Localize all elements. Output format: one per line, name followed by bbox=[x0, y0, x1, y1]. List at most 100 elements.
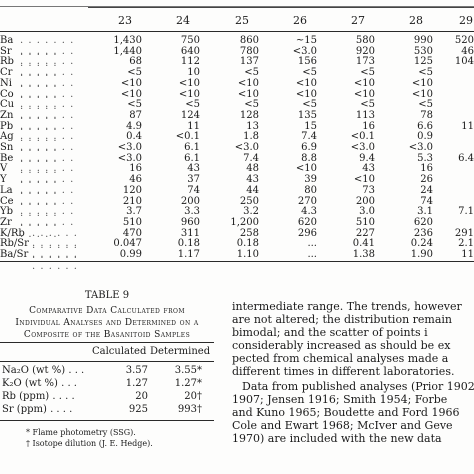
table9-determined-value: 1.27* bbox=[174, 378, 202, 389]
body-text-line: Data from published analyses (Prior 1902 bbox=[242, 380, 474, 393]
table-row: Sr . . . . . . . . . . . . 1,440 640 780 <3.0… bbox=[0, 45, 474, 69]
table-cell: 11 bbox=[461, 249, 474, 260]
table-cell: 3.0 bbox=[359, 206, 375, 218]
table-row: Pb . . . . . . . . . . . . 4.9 11 13 15 16 6.6 1… bbox=[0, 120, 474, 144]
table-row: Cu . . . . . . . . . . . . <5 <5 <5 <5 <5 <5 bbox=[0, 99, 474, 122]
table-cell: <3.0 bbox=[408, 142, 433, 153]
table-cell: 9.4 bbox=[359, 152, 375, 164]
table-cell: 11 bbox=[461, 120, 474, 132]
body-text-line: and Kuno 1965; Boudette and Ford 1966 bbox=[232, 406, 460, 419]
table-cell: <10 bbox=[178, 77, 200, 89]
leader-dots: . . . . . . . . . . . . bbox=[20, 99, 75, 123]
element-label: Y bbox=[0, 174, 7, 186]
table-cell: 0.047 bbox=[113, 238, 142, 250]
table9-caption-line-1: Comparative Data Calculated from bbox=[29, 306, 185, 316]
table-cell: 5.3 bbox=[417, 152, 433, 164]
table-cell: 200 bbox=[355, 195, 375, 207]
table9-column-determined: Determined bbox=[150, 346, 211, 357]
leader-dots: . . . . . . . . . . . . bbox=[20, 195, 75, 219]
table-cell: <10 bbox=[295, 77, 317, 89]
table-cell: 270 bbox=[297, 195, 317, 207]
table-rule-top bbox=[0, 6, 474, 7]
table-cell: 39 bbox=[304, 174, 317, 186]
table-row: Cr . . . . . . . . . . . . <5 10 <5 <5 <5 <5 bbox=[0, 67, 474, 90]
table-cell: 1.8 bbox=[243, 131, 259, 143]
table-cell: 1.38 bbox=[352, 249, 375, 260]
table-cell: 0.9 bbox=[417, 131, 433, 143]
leader-dots: . . . . . . . . . . . . bbox=[20, 88, 75, 112]
table-cell: 7.4 bbox=[301, 131, 317, 143]
table-row: La . . . . . . . . . . . . 120 74 44 80 73 24 bbox=[0, 184, 474, 208]
element-label: Yb bbox=[0, 206, 14, 218]
trace-element-table: 23 24 25 26 27 28 29 Ba . . . . . . . . .… bbox=[0, 6, 474, 272]
table-cell: 920 bbox=[355, 45, 375, 57]
body-text-line: considerably increased as should be ex bbox=[232, 339, 451, 352]
table-cell: 860 bbox=[239, 35, 259, 46]
table-cell: <5 bbox=[418, 99, 433, 111]
table-cell: <10 bbox=[353, 88, 375, 100]
body-text-line: Cole and Ewart 1968; McIver and Geve bbox=[232, 419, 453, 432]
body-text-line: 1907; Jensen 1916; Smith 1954; Forbe bbox=[232, 393, 448, 406]
table9-determined-value: 20† bbox=[184, 391, 202, 402]
table-cell: 3.2 bbox=[243, 206, 259, 218]
column-header-27: 27 bbox=[351, 14, 365, 27]
leader-dots: . . . . . . . . . . . . bbox=[20, 67, 75, 91]
table-row: Sn . . . . . . . . . . . . <3.0 6.1 <3.0 6.9 <… bbox=[0, 142, 474, 165]
table-cell: 620 bbox=[297, 216, 317, 228]
table-row: Ba/Sr. . . . . . . . . . . . 0.99 1.17 1.10… bbox=[0, 249, 474, 272]
table-row: Rb . . . . . . . . . . . . 68 112 137 156 173 1… bbox=[0, 56, 474, 79]
table-cell: 510 bbox=[122, 216, 142, 228]
body-text-line: are not altered; the distribution remain bbox=[232, 313, 453, 326]
table-cell: 990 bbox=[413, 35, 433, 46]
body-text-line: bimodal; and the scatter of points i bbox=[232, 326, 428, 339]
table-cell: 960 bbox=[180, 216, 200, 228]
column-header-23: 23 bbox=[118, 14, 132, 27]
leader-dots: . . . . . . . . . . . . bbox=[20, 142, 75, 165]
table-row: Zn . . . . . . . . . . . . 87 124 128 135 113 7… bbox=[0, 109, 474, 133]
table-cell: 470 bbox=[122, 227, 142, 239]
table-cell: 258 bbox=[239, 227, 259, 239]
leader-dots: . . . . . . . . . . . . bbox=[20, 131, 75, 155]
table-cell: 2.1 bbox=[458, 238, 474, 250]
element-label: V bbox=[0, 163, 8, 175]
table-cell: 520 bbox=[454, 35, 474, 46]
leader-dots: . . . . . . . . . . . . bbox=[20, 174, 75, 198]
table-row: Ni. . . . . . . . . . . . <10 <10 <10 <10 <10… bbox=[0, 77, 474, 101]
element-label: Be bbox=[0, 152, 14, 164]
table-cell: <5 bbox=[302, 67, 317, 79]
table-cell: 1,430 bbox=[113, 35, 142, 46]
table-cell: 37 bbox=[187, 174, 200, 186]
table-cell: <5 bbox=[360, 99, 375, 111]
leader-dots: . . . . . . . . . . . . bbox=[20, 120, 75, 144]
table-cell: 68 bbox=[129, 56, 142, 68]
table9-column-calculated: Calculated bbox=[92, 346, 147, 357]
table-cell: 78 bbox=[420, 109, 433, 121]
table-cell: 1,440 bbox=[113, 45, 142, 57]
element-label: Ba/Sr bbox=[0, 249, 29, 260]
table9-row: K₂O (wt %) . . . 1.27 1.27* bbox=[0, 377, 214, 390]
table-cell: 6.4 bbox=[458, 152, 474, 164]
table-cell: 44 bbox=[246, 184, 259, 196]
table-cell: <3.0 bbox=[117, 142, 142, 153]
element-label: Rb/Sr bbox=[0, 238, 29, 250]
leader-dots: . . . . . . . . . . . . bbox=[20, 152, 75, 176]
column-header-24: 24 bbox=[176, 14, 190, 27]
body-text-line: different times in different laboratorie… bbox=[232, 365, 455, 378]
element-label: Zr bbox=[0, 216, 12, 228]
element-label: Sr bbox=[0, 45, 12, 57]
leader-dots: . . . . . . . . . . . . bbox=[32, 227, 78, 251]
leader-dots: . . . . . . . . . . . . bbox=[20, 45, 75, 69]
table-cell: 0.41 bbox=[352, 238, 375, 250]
table-cell: <5 bbox=[418, 67, 433, 79]
table-cell: 200 bbox=[180, 195, 200, 207]
table-cell: 16 bbox=[420, 163, 433, 175]
table-cell: <10 bbox=[411, 88, 433, 100]
table-cell: 620 bbox=[413, 216, 433, 228]
table-cell: 0.99 bbox=[119, 249, 142, 260]
table-cell: 210 bbox=[122, 195, 142, 207]
table9-determined-value: 993† bbox=[177, 404, 202, 415]
table-cell: <10 bbox=[237, 77, 259, 89]
table9-calculated-value: 925 bbox=[128, 404, 148, 415]
table-cell: ... bbox=[307, 249, 317, 260]
leader-dots: . . . . . . . . . . . . bbox=[20, 56, 75, 80]
